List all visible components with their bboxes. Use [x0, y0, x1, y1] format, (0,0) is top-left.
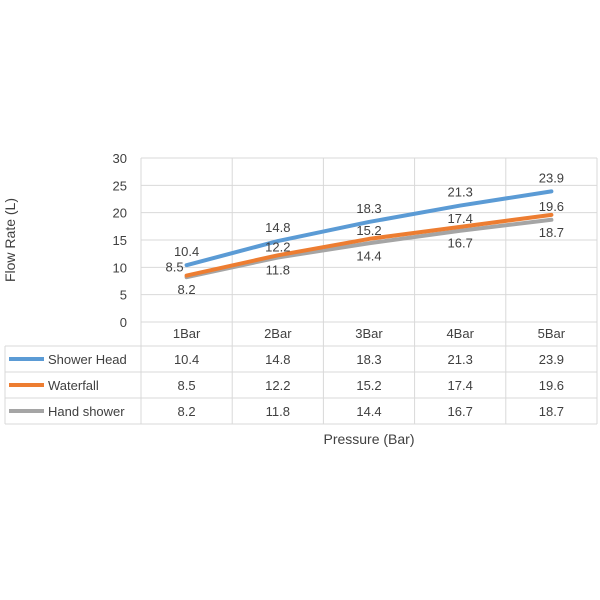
data-table: 1Bar 2Bar 3Bar 4Bar 5Bar Shower Head 10.4 14.8 1…	[9, 326, 566, 419]
table-cell: 11.8	[266, 404, 290, 419]
y-axis-ticks: 0 5 10 15 20 25 30	[113, 151, 127, 330]
x-tick-label: 3Bar	[355, 326, 383, 341]
legend-label: Hand shower	[48, 404, 125, 419]
data-label: 16.7	[448, 236, 473, 251]
table-cell: 12.2	[265, 378, 290, 393]
x-axis-title: Pressure (Bar)	[323, 431, 414, 447]
data-label: 21.3	[448, 185, 473, 200]
data-label: 11.8	[266, 262, 290, 277]
table-cell: 14.8	[265, 352, 290, 367]
y-tick-label: 25	[113, 178, 127, 193]
data-label: 18.3	[356, 201, 381, 216]
table-cell: 18.3	[356, 352, 381, 367]
table-cell: 15.2	[356, 378, 381, 393]
data-label: 19.6	[539, 199, 564, 214]
data-label: 15.2	[356, 223, 381, 238]
data-label: 14.4	[356, 248, 381, 263]
table-cell: 8.5	[178, 378, 196, 393]
x-tick-label: 5Bar	[538, 326, 566, 341]
series-line	[184, 212, 554, 278]
table-cell: 16.7	[448, 404, 473, 419]
y-tick-label: 20	[113, 206, 127, 221]
table-cell: 18.7	[539, 404, 564, 419]
series-lines	[184, 189, 554, 280]
table-cell: 21.3	[448, 352, 473, 367]
data-label: 17.4	[448, 211, 473, 226]
x-tick-label: 2Bar	[264, 326, 292, 341]
legend-label: Waterfall	[48, 378, 99, 393]
y-tick-label: 30	[113, 151, 127, 166]
series-line	[184, 189, 554, 268]
x-tick-label: 1Bar	[173, 326, 201, 341]
data-labels: 10.4 14.8 18.3 21.3 23.9 8.5 12.2 15.2 17.4 19.6 8…	[166, 170, 564, 297]
legend-label: Shower Head	[48, 352, 127, 367]
table-cell: 8.2	[178, 404, 196, 419]
data-label: 14.8	[265, 220, 290, 235]
y-tick-label: 15	[113, 233, 127, 248]
table-cell: 17.4	[448, 378, 473, 393]
table-cell: 14.4	[356, 404, 381, 419]
table-cell: 19.6	[539, 378, 564, 393]
y-tick-label: 5	[120, 288, 127, 303]
y-axis-title: Flow Rate (L)	[2, 198, 18, 282]
data-label: 8.5	[166, 260, 184, 275]
table-cell: 10.4	[174, 352, 199, 367]
y-tick-label: 10	[113, 260, 127, 275]
table-cell: 23.9	[539, 352, 564, 367]
data-label: 10.4	[174, 244, 199, 259]
grid	[4, 157, 598, 425]
data-label: 8.2	[178, 282, 196, 297]
data-label: 12.2	[265, 239, 290, 254]
x-tick-label: 4Bar	[446, 326, 474, 341]
y-tick-label: 0	[120, 315, 127, 330]
data-label: 23.9	[539, 170, 564, 185]
data-label: 18.7	[539, 225, 564, 240]
